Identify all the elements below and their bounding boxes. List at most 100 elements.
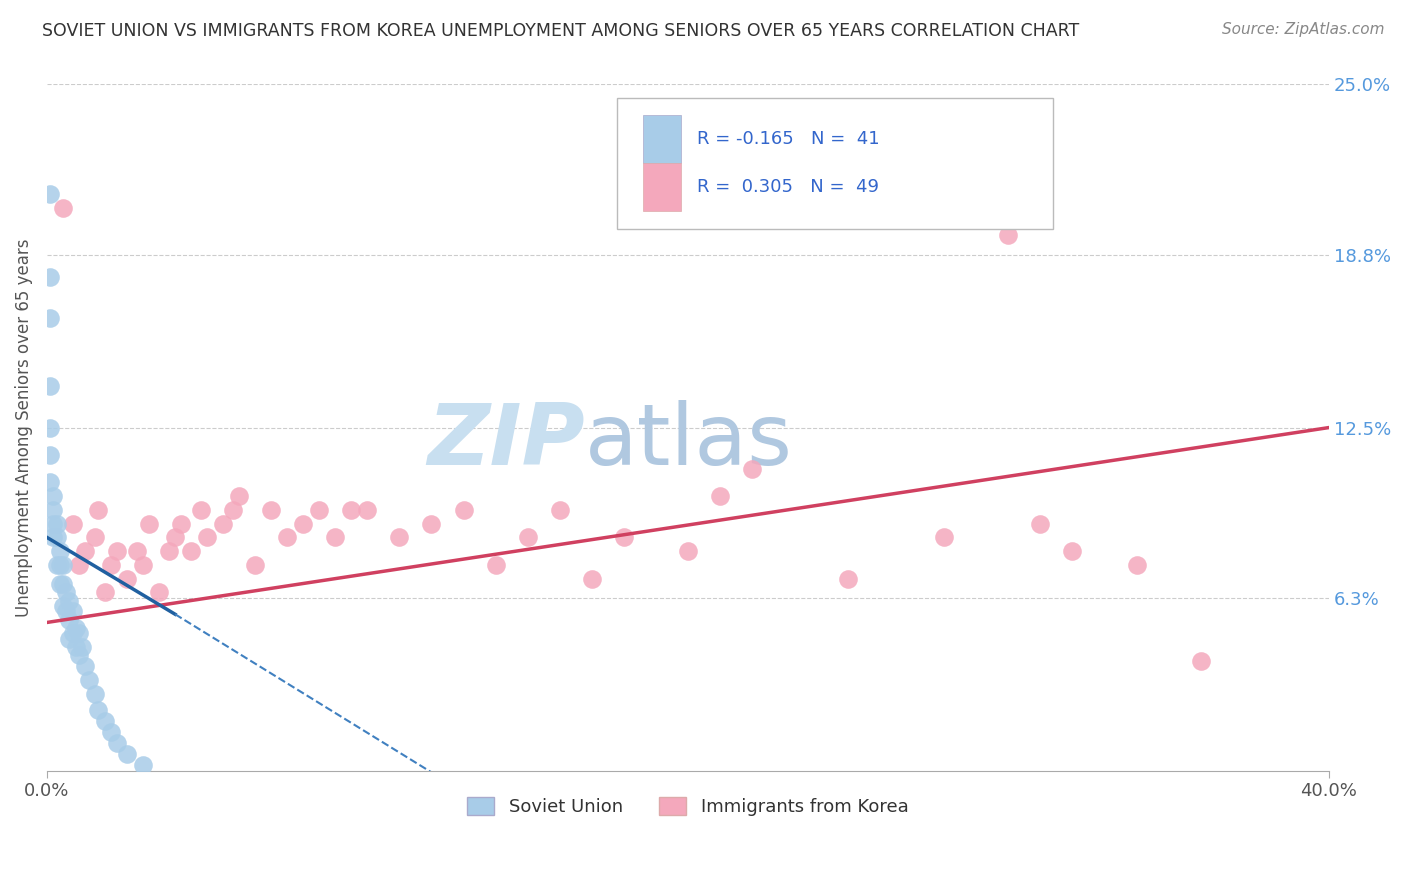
Text: R = -0.165   N =  41: R = -0.165 N = 41	[697, 130, 880, 148]
Point	[62, 516, 84, 531]
Point	[45, 530, 67, 544]
Point	[52, 558, 75, 572]
Point	[934, 530, 956, 544]
Point	[67, 626, 90, 640]
Point	[420, 516, 443, 531]
Point	[48, 544, 70, 558]
Point	[58, 613, 80, 627]
Point	[39, 475, 62, 490]
Point	[62, 626, 84, 640]
Point	[65, 621, 87, 635]
Text: Source: ZipAtlas.com: Source: ZipAtlas.com	[1222, 22, 1385, 37]
Point	[42, 516, 65, 531]
Point	[1062, 544, 1084, 558]
Point	[39, 448, 62, 462]
Point	[105, 736, 128, 750]
Point	[55, 585, 77, 599]
Point	[100, 725, 122, 739]
Point	[65, 640, 87, 655]
Point	[148, 585, 170, 599]
Point	[39, 187, 62, 202]
Point	[1125, 558, 1147, 572]
Point	[340, 503, 363, 517]
Point	[75, 659, 97, 673]
Point	[453, 503, 475, 517]
Text: SOVIET UNION VS IMMIGRANTS FROM KOREA UNEMPLOYMENT AMONG SENIORS OVER 65 YEARS C: SOVIET UNION VS IMMIGRANTS FROM KOREA UN…	[42, 22, 1080, 40]
Point	[132, 558, 155, 572]
Point	[1029, 516, 1052, 531]
Point	[52, 201, 75, 215]
Point	[105, 544, 128, 558]
Point	[195, 530, 218, 544]
Point	[138, 516, 160, 531]
Point	[67, 648, 90, 663]
Point	[548, 503, 571, 517]
Text: R =  0.305   N =  49: R = 0.305 N = 49	[697, 178, 879, 196]
Point	[613, 530, 636, 544]
Point	[741, 461, 763, 475]
Point	[55, 605, 77, 619]
Point	[325, 530, 347, 544]
Point	[212, 516, 235, 531]
Point	[228, 489, 250, 503]
Point	[48, 577, 70, 591]
Point	[58, 632, 80, 646]
Point	[180, 544, 202, 558]
Point	[42, 503, 65, 517]
Point	[52, 599, 75, 613]
Point	[87, 703, 110, 717]
Text: atlas: atlas	[585, 400, 793, 483]
FancyBboxPatch shape	[617, 98, 1053, 228]
Point	[484, 558, 506, 572]
Point	[42, 489, 65, 503]
Point	[356, 503, 378, 517]
Point	[837, 572, 859, 586]
Legend: Soviet Union, Immigrants from Korea: Soviet Union, Immigrants from Korea	[460, 789, 915, 823]
Point	[39, 310, 62, 325]
Point	[292, 516, 315, 531]
Point	[84, 687, 107, 701]
Point	[190, 503, 212, 517]
Point	[388, 530, 411, 544]
Point	[39, 379, 62, 393]
Point	[58, 593, 80, 607]
Point	[676, 544, 699, 558]
Point	[75, 544, 97, 558]
Point	[52, 577, 75, 591]
Point	[157, 544, 180, 558]
Point	[93, 585, 115, 599]
Text: ZIP: ZIP	[427, 400, 585, 483]
Point	[165, 530, 187, 544]
Point	[62, 605, 84, 619]
Point	[87, 503, 110, 517]
Point	[709, 489, 731, 503]
FancyBboxPatch shape	[643, 163, 682, 211]
Point	[115, 572, 138, 586]
Point	[67, 558, 90, 572]
Point	[245, 558, 267, 572]
Point	[45, 516, 67, 531]
Point	[276, 530, 298, 544]
Point	[48, 558, 70, 572]
Point	[100, 558, 122, 572]
Point	[1189, 654, 1212, 668]
Point	[222, 503, 245, 517]
Point	[132, 758, 155, 772]
Point	[516, 530, 538, 544]
Point	[997, 228, 1019, 243]
Point	[308, 503, 330, 517]
Point	[45, 558, 67, 572]
Point	[70, 640, 93, 655]
Point	[93, 714, 115, 729]
FancyBboxPatch shape	[643, 115, 682, 163]
Point	[77, 673, 100, 687]
Point	[115, 747, 138, 762]
Point	[39, 269, 62, 284]
Point	[170, 516, 193, 531]
Point	[260, 503, 283, 517]
Point	[125, 544, 148, 558]
Y-axis label: Unemployment Among Seniors over 65 years: Unemployment Among Seniors over 65 years	[15, 238, 32, 616]
Point	[39, 420, 62, 434]
Point	[581, 572, 603, 586]
Point	[42, 530, 65, 544]
